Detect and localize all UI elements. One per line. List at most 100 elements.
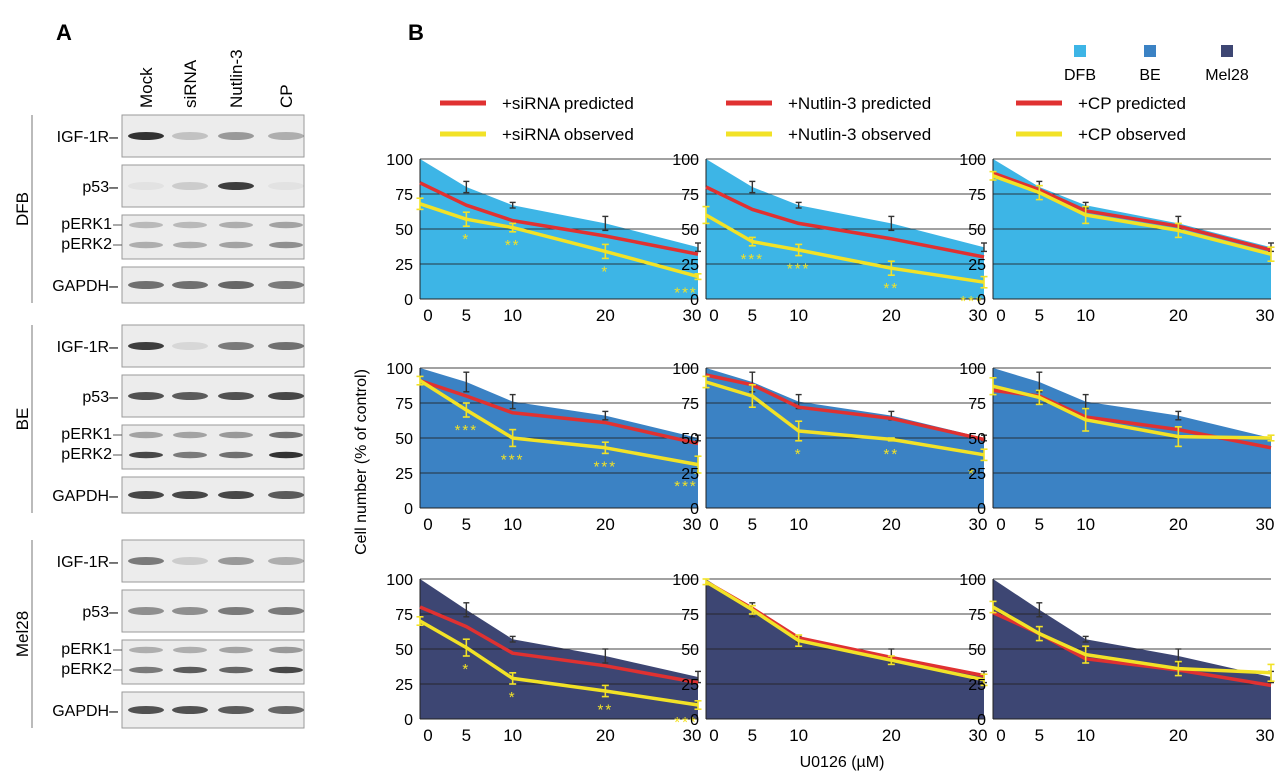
- x-tick-label: 20: [596, 726, 615, 745]
- x-tick-label: 10: [503, 726, 522, 745]
- band-perk1-nutlin-3: [219, 646, 253, 654]
- band-perk2-nutlin-3: [219, 451, 253, 459]
- panel-a-western-blots: A Mock siRNA Nutlin-3 CP IGF-1R– p53– pERK1 pER…: [13, 20, 305, 729]
- blot-label-perk2: pERK2: [61, 661, 112, 678]
- significance-star: ***: [787, 261, 811, 278]
- y-tick-label: 75: [968, 187, 986, 204]
- y-tick-label: 50: [681, 431, 699, 448]
- band-p53-cp: [268, 607, 304, 615]
- significance-star: **: [883, 280, 899, 297]
- series-observed: [419, 202, 699, 279]
- legend-label-be: BE: [1139, 67, 1160, 84]
- y-tick-label: 100: [672, 152, 699, 169]
- band-igf-1r-cp: [268, 132, 304, 140]
- series-observed: [705, 380, 985, 457]
- y-tick-label: 0: [977, 292, 986, 309]
- band-igf-1r-sirna: [172, 342, 208, 350]
- y-tick-label: 25: [968, 677, 986, 694]
- band-gapdh-cp: [268, 706, 304, 714]
- blot-label-gapdh: GAPDH–: [52, 703, 118, 720]
- legend-nutlin-3-observed: +Nutlin-3 observed: [788, 125, 931, 144]
- band-perk1-sirna: [173, 221, 207, 229]
- y-tick-label: 0: [404, 712, 413, 729]
- significance-star: ***: [674, 284, 698, 301]
- subplot-be-cp: 0 25 50 75 100 0 5 10 20 30: [959, 361, 1275, 534]
- x-tick-label: 30: [1256, 515, 1275, 534]
- significance-star: *: [462, 661, 470, 678]
- lane-label-mock: Mock: [137, 67, 156, 108]
- band-p53-mock: [128, 182, 164, 190]
- y-tick-label: 75: [968, 607, 986, 624]
- series-predicted: [705, 373, 985, 442]
- y-tick-label: 50: [395, 642, 413, 659]
- y-tick-label: 100: [386, 152, 413, 169]
- band-perk2-cp: [269, 241, 303, 249]
- x-tick-label: 5: [462, 306, 471, 325]
- blot-label-p53: p53–: [82, 179, 118, 196]
- band-gapdh-sirna: [172, 491, 208, 499]
- x-tick-label: 0: [709, 726, 718, 745]
- x-tick-label: 5: [462, 515, 471, 534]
- significance-star: *: [462, 231, 470, 248]
- blot-dfb-p53: [121, 164, 305, 208]
- x-tick-label: 0: [996, 726, 1005, 745]
- x-tick-label: 5: [748, 306, 757, 325]
- band-perk2-sirna: [173, 451, 207, 459]
- legend-label-mel28: Mel28: [1205, 67, 1249, 84]
- y-tick-label: 0: [977, 501, 986, 518]
- band-p53-nutlin-3: [218, 182, 254, 190]
- y-tick-label: 100: [386, 361, 413, 378]
- y-tick-label: 75: [395, 607, 413, 624]
- band-perk1-mock: [129, 221, 163, 229]
- blot-be-perk1-perk2: [121, 424, 305, 470]
- significance-star: ***: [501, 451, 525, 468]
- band-p53-mock: [128, 607, 164, 615]
- y-tick-label: 100: [672, 361, 699, 378]
- band-p53-mock: [128, 392, 164, 400]
- blot-label-perk2: pERK2: [61, 446, 112, 463]
- band-p53-sirna: [172, 182, 208, 190]
- blot-label-perk1: pERK1: [61, 426, 112, 443]
- significance-star: ***: [674, 478, 698, 495]
- band-perk1-nutlin-3: [219, 431, 253, 439]
- band-p53-nutlin-3: [218, 392, 254, 400]
- x-tick-label: 10: [503, 515, 522, 534]
- band-gapdh-nutlin-3: [218, 491, 254, 499]
- x-axis-title: U0126 (µM): [800, 754, 885, 771]
- band-igf-1r-cp: [268, 557, 304, 565]
- blot-label-gapdh: GAPDH–: [52, 278, 118, 295]
- y-axis-title: Cell number (% of control): [353, 369, 370, 555]
- subplot-mel28-cp: 0 25 50 75 100 0 5 10 20 30: [959, 572, 1275, 745]
- blot-label-perk1: pERK1: [61, 216, 112, 233]
- y-tick-label: 0: [690, 292, 699, 309]
- significance-star: *: [509, 689, 517, 706]
- band-perk2-sirna: [173, 666, 207, 674]
- band-p53-cp: [268, 182, 304, 190]
- x-tick-label: 0: [709, 515, 718, 534]
- band-p53-cp: [268, 392, 304, 400]
- x-tick-label: 30: [683, 726, 702, 745]
- legend-cp-observed: +CP observed: [1078, 125, 1186, 144]
- x-tick-label: 5: [748, 515, 757, 534]
- y-tick-label: 0: [404, 292, 413, 309]
- y-tick-label: 50: [968, 642, 986, 659]
- x-tick-label: 20: [1169, 726, 1188, 745]
- panel-b-label: B: [408, 20, 424, 45]
- legend-label-dfb: DFB: [1064, 67, 1096, 84]
- x-tick-label: 0: [996, 515, 1005, 534]
- series-predicted: [705, 185, 985, 259]
- x-tick-label: 20: [882, 515, 901, 534]
- x-tick-label: 20: [596, 515, 615, 534]
- band-perk1-mock: [129, 646, 163, 654]
- band-igf-1r-mock: [128, 342, 164, 350]
- band-perk1-nutlin-3: [219, 221, 253, 229]
- y-tick-label: 50: [681, 222, 699, 239]
- x-tick-label: 5: [1035, 515, 1044, 534]
- y-tick-label: 50: [395, 431, 413, 448]
- band-perk2-mock: [129, 666, 163, 674]
- series-observed: [992, 384, 1272, 440]
